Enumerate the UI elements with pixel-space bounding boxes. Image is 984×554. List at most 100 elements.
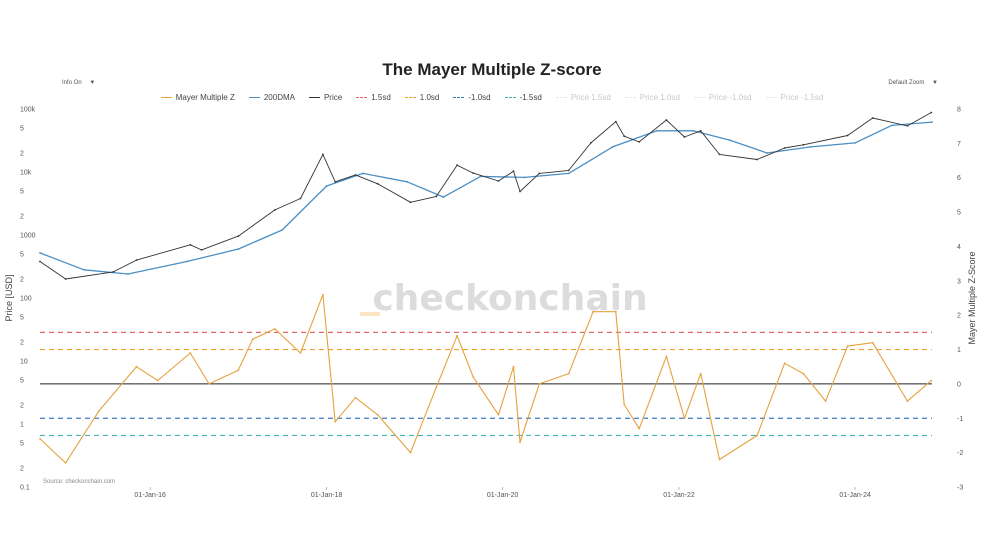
y-left-tick: 100k — [20, 107, 36, 114]
series-price-point — [472, 172, 475, 175]
series-mayer-z-point — [756, 434, 758, 437]
legend-swatch — [404, 97, 416, 98]
series-200dma-point — [692, 129, 695, 132]
series-200dma-point — [729, 139, 731, 142]
y-left-tick: 10k — [20, 170, 32, 177]
y-right-axis-label: Mayer Multiple Z-Score — [967, 251, 977, 344]
series-price-point — [519, 190, 521, 193]
series-price-point — [638, 141, 641, 143]
series-price-point — [354, 174, 357, 176]
legend-item[interactable]: 1.0sd — [404, 93, 439, 102]
series-mayer-z-point — [64, 462, 67, 464]
legend-label: Price -1.5sd — [780, 93, 824, 102]
y-right-tick: 7 — [957, 141, 961, 148]
series-price — [39, 112, 932, 280]
series-mayer-z-point — [802, 372, 805, 375]
chevron-down-icon: ▼ — [89, 80, 96, 86]
y-right-tick: 0 — [957, 381, 961, 388]
series-mayer-z-point — [334, 420, 337, 423]
legend-item[interactable]: Price -1.0sd — [693, 93, 752, 102]
y-left-tick: 5 — [20, 126, 24, 133]
series-mayer-z-point — [274, 328, 276, 330]
series-200dma-point — [442, 196, 445, 199]
legend-item[interactable]: Price -1.5sd — [765, 93, 824, 102]
series-mayer-z-point — [567, 372, 570, 375]
series-mayer-z-point — [592, 310, 594, 313]
y-left-tick: 1 — [20, 422, 24, 429]
series-price-point — [538, 172, 541, 175]
y-right-tick: -2 — [957, 450, 963, 457]
series-price-point — [614, 120, 617, 123]
series-200dma-point — [39, 252, 41, 254]
legend-label: -1.5sd — [519, 93, 542, 102]
series-price-point — [135, 259, 138, 261]
legend-swatch — [765, 97, 777, 98]
series-mayer-z — [39, 294, 932, 464]
legend-item[interactable]: Mayer Multiple Z — [160, 93, 235, 102]
legend-item[interactable]: Price 1.0sd — [624, 93, 680, 102]
series-mayer-z-point — [871, 341, 874, 344]
series-mayer-z-point — [208, 383, 211, 385]
series-200dma-point — [362, 172, 364, 175]
zoom-select[interactable]: Default Zoom ▼ — [888, 80, 938, 86]
series-200dma-point — [127, 273, 129, 275]
series-200dma-point — [83, 268, 85, 271]
series-200dma-point — [406, 180, 408, 183]
y-left-tick: 5 — [20, 315, 24, 322]
series-price-point — [435, 195, 438, 198]
y-left-tick: 1000 — [20, 233, 36, 240]
legend-swatch — [453, 97, 465, 98]
series-mayer-z-point — [614, 310, 617, 313]
series-mayer-z-point — [699, 372, 702, 375]
series-mayer-z-point — [456, 334, 458, 337]
series-mayer-z-point — [237, 369, 240, 372]
series-price-point — [512, 170, 515, 173]
legend-swatch — [308, 97, 320, 98]
y-left-tick: 5 — [20, 189, 24, 196]
legend-label: 200DMA — [263, 93, 295, 102]
watermark-mark — [360, 312, 380, 316]
series-200dma-point — [931, 121, 933, 123]
series-price-point — [274, 209, 276, 211]
y-left-tick: 2 — [20, 277, 24, 284]
series-mayer-z-point — [376, 413, 379, 416]
legend-label: Price — [323, 93, 343, 102]
legend-label: 1.5sd — [371, 93, 391, 102]
series-mayer-z-point — [251, 338, 254, 341]
y-right-tick: 5 — [957, 210, 961, 217]
series-price-point — [590, 142, 592, 144]
info-toggle[interactable]: Info On ▼ — [62, 80, 95, 86]
series-mayer-z-point — [156, 379, 159, 382]
series-mayer-z-point — [189, 352, 192, 354]
series-price-point — [623, 135, 626, 138]
legend-item[interactable]: -1.0sd — [453, 93, 491, 102]
series-mayer-z-point — [354, 396, 357, 399]
series-mayer-z-point — [846, 345, 849, 347]
series-mayer-z-point — [435, 386, 438, 389]
legend-label: Price 1.0sd — [639, 93, 680, 102]
legend-item[interactable]: Price — [308, 93, 343, 102]
series-200dma-point — [890, 124, 893, 127]
y-right-tick: 6 — [957, 175, 961, 182]
series-price-point — [846, 134, 849, 137]
series-price-point — [497, 180, 500, 182]
series-price-point — [409, 201, 412, 204]
legend-item[interactable]: 1.5sd — [356, 93, 391, 102]
legend-item[interactable]: 200DMA — [248, 93, 295, 102]
legend-item[interactable]: -1.5sd — [504, 93, 542, 102]
legend-swatch — [160, 97, 172, 98]
legend-item[interactable]: Price 1.5sd — [555, 93, 611, 102]
series-mayer-z-point — [638, 427, 641, 430]
series-price-point — [237, 235, 240, 238]
series-200dma-point — [611, 146, 614, 148]
y-right-tick: -1 — [957, 416, 963, 423]
y-left-tick: 5 — [20, 378, 24, 385]
y-left-tick: 2 — [20, 214, 24, 221]
y-right-tick: 1 — [957, 347, 961, 354]
y-right-tick: 2 — [957, 313, 961, 320]
legend-swatch — [248, 97, 260, 98]
series-200dma-point — [766, 152, 768, 154]
series-mayer-z-point — [497, 413, 500, 416]
